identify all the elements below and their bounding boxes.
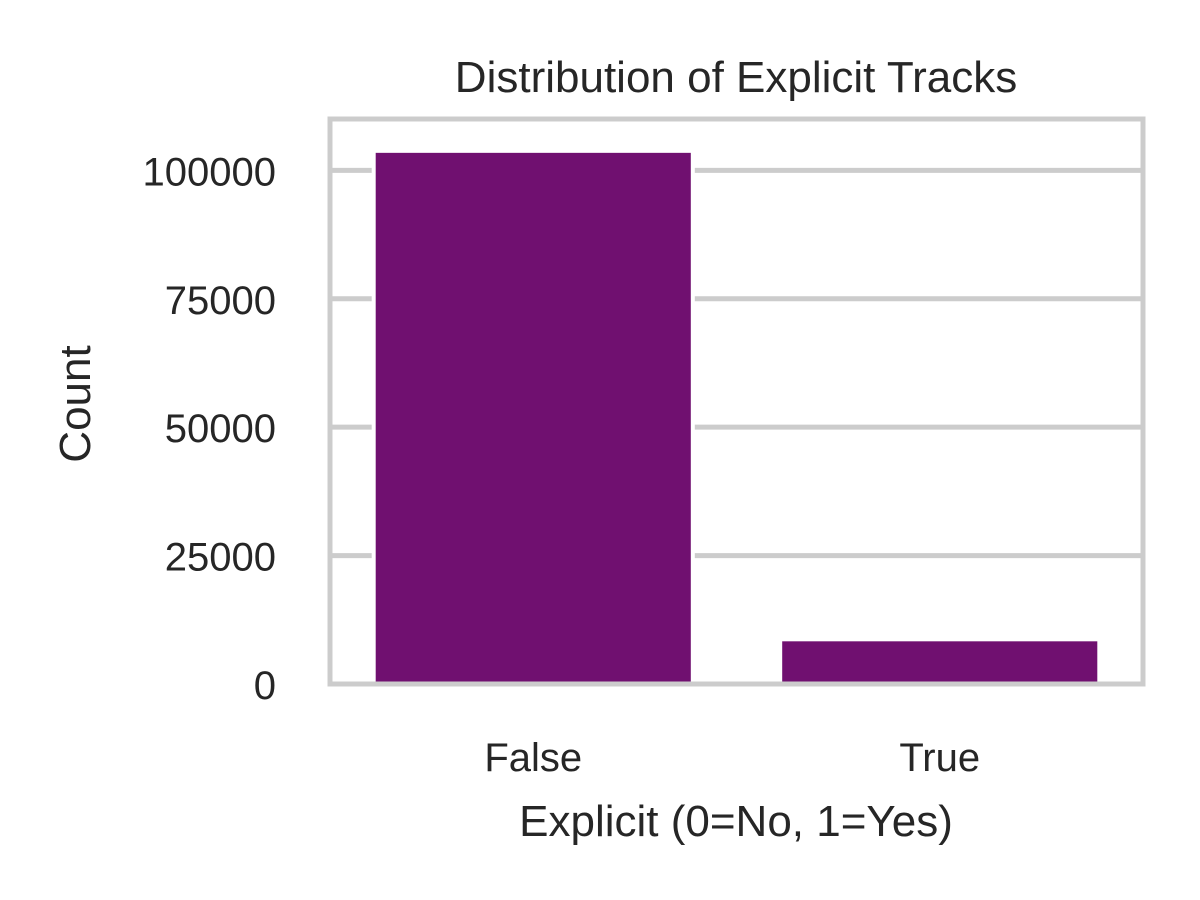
chart-title: Distribution of Explicit Tracks <box>455 53 1017 102</box>
plot-frame <box>327 116 1146 687</box>
y-tick-label-0: 0 <box>254 664 276 708</box>
y-tick-label-1: 25000 <box>165 536 276 580</box>
x-tick-label-true: True <box>899 736 980 780</box>
x-tick-labels: False True <box>484 736 980 780</box>
x-tick-label-false: False <box>484 736 582 780</box>
y-tick-label-2: 50000 <box>165 407 276 451</box>
y-tick-labels: 0 25000 50000 75000 100000 <box>143 150 276 708</box>
bars <box>371 148 1102 687</box>
y-tick-label-3: 75000 <box>165 279 276 323</box>
y-axis-label: Count <box>51 345 100 462</box>
x-axis-label: Explicit (0=No, 1=Yes) <box>519 797 953 846</box>
bar-outline-true <box>778 637 1102 687</box>
y-tick-label-4: 100000 <box>143 150 276 194</box>
bar-outline-false <box>371 148 695 686</box>
